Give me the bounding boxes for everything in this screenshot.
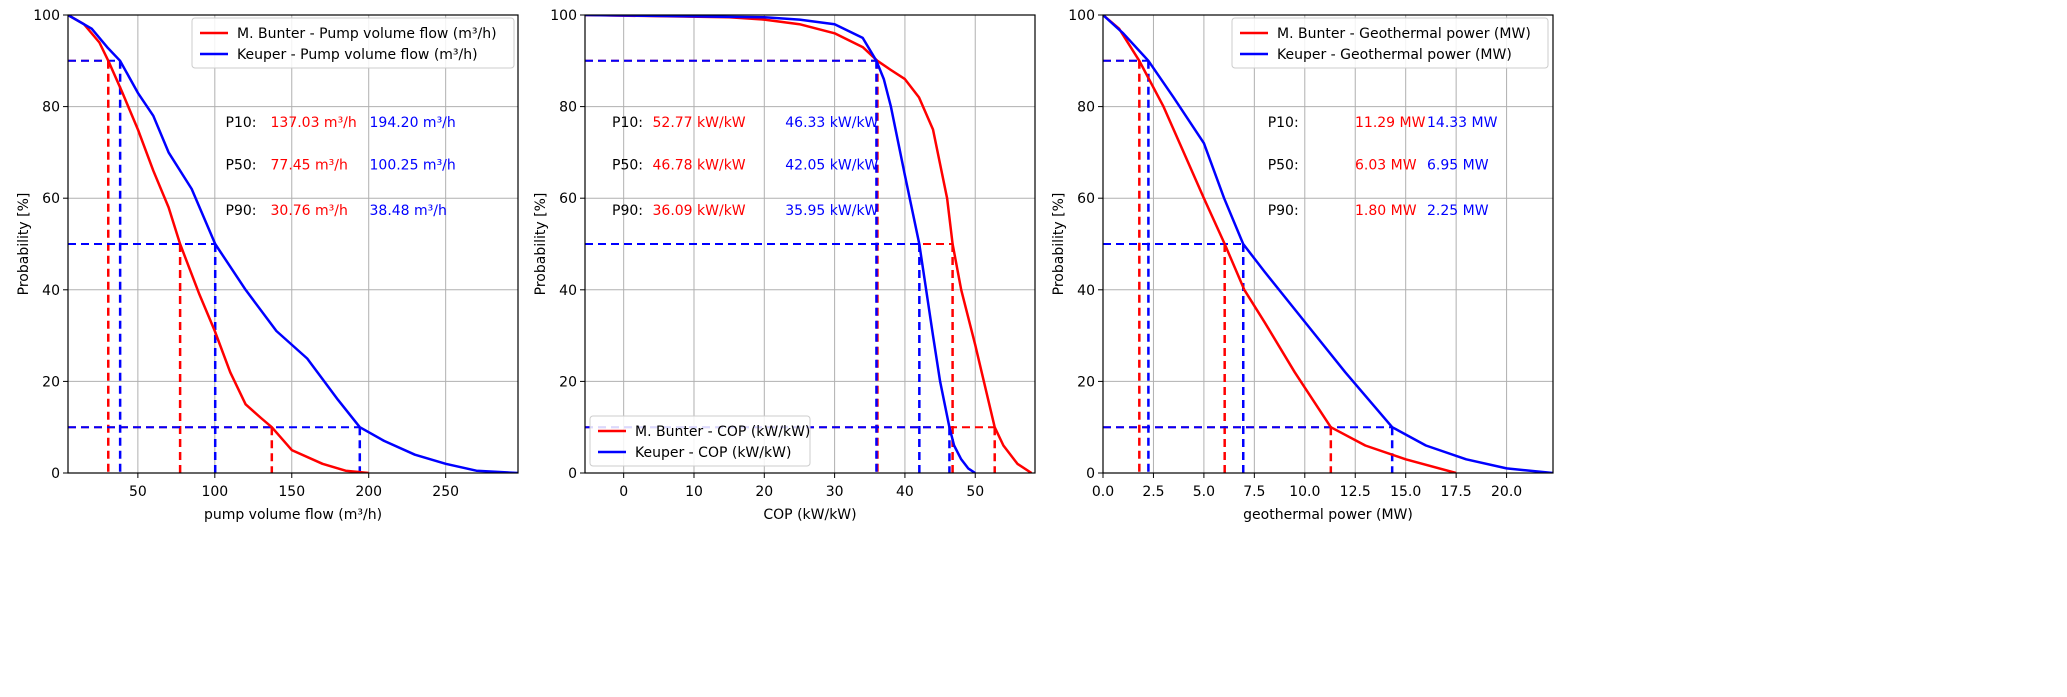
x-tick-label: 40 [896,484,914,500]
y-tick-label: 80 [42,100,60,116]
y-tick-label: 0 [1086,466,1095,482]
x-tick-label: 2.5 [1142,484,1164,500]
y-axis-label: Probability [%] [1051,193,1067,296]
y-tick-label: 40 [559,283,577,299]
x-tick-label: 250 [432,484,459,500]
y-tick-label: 60 [42,191,60,207]
plot-area [68,15,518,473]
legend-label: M. Bunter - COP (kW/kW) [635,424,810,440]
series-line [1103,15,1553,473]
percentile-value-bunter: 30.76 m³/h [271,203,348,219]
x-tick-label: 50 [966,484,984,500]
y-tick-label: 0 [568,466,577,482]
y-tick-label: 100 [33,8,60,24]
x-axis-label: COP (kW/kW) [763,507,856,523]
plot-area [585,15,1033,473]
x-tick-label: 0.0 [1092,484,1114,500]
percentile-value-keuper: 194.20 m³/h [370,115,456,131]
y-tick-label: 80 [1077,100,1095,116]
x-tick-label: 5.0 [1193,484,1215,500]
series-line [585,15,1033,473]
x-axis-label: geothermal power (MW) [1243,507,1413,523]
y-tick-label: 60 [1077,191,1095,207]
subplot-2: 0 10 20 30 40 50 0 20 40 60 80 100 COP (kW/kW) Probab… [533,8,1036,523]
legend-label: Keuper - COP (kW/kW) [635,445,791,461]
percentile-value-keuper: 14.33 MW [1427,115,1498,131]
series-line [1103,15,1457,473]
x-tick-label: 12.5 [1340,484,1371,500]
y-tick-label: 20 [559,374,577,390]
y-tick-label: 0 [51,466,60,482]
y-tick-label: 40 [42,283,60,299]
x-tick-label: 7.5 [1243,484,1265,500]
y-tick-label: 100 [550,8,577,24]
y-axis-label: Probability [%] [533,193,549,296]
x-tick-label: 17.5 [1441,484,1472,500]
y-axis-label: Probability [%] [16,193,32,296]
percentile-value-bunter: 11.29 MW [1355,115,1426,131]
x-axis-label: pump volume flow (m³/h) [204,507,382,523]
legend-box [191,17,515,69]
percentile-value-bunter: 46.78 kW/kW [653,157,746,173]
percentile-value-bunter: 52.77 kW/kW [653,115,746,131]
legend-box [589,415,811,467]
y-tick-label: 20 [42,374,60,390]
series-line [68,15,369,473]
subplot-3: 0.0 2.5 5.0 7.5 10.0 12.5 15.0 17.5 20.0 0 20 40 60 8… [1051,8,1554,523]
y-tick-label: 100 [1068,8,1095,24]
series-line [68,15,518,473]
percentile-label: P50: [612,157,643,173]
legend: M. Bunter - COP (kW/kW) Keuper - COP (kW/… [589,415,811,467]
x-tick-label: 20 [755,484,773,500]
x-tick-label: 15.0 [1390,484,1421,500]
percentile-label: P10: [226,115,257,131]
axes-frame [584,14,1036,474]
legend-label: M. Bunter - Pump volume flow (m³/h) [237,26,497,42]
legend-label: Keuper - Geothermal power (MW) [1277,47,1512,63]
percentile-value-keuper: 42.05 kW/kW [785,157,878,173]
y-tick-label: 40 [1077,283,1095,299]
percentile-label: P50: [226,157,257,173]
percentile-value-keuper: 38.48 m³/h [370,203,447,219]
x-tick-label: 50 [129,484,147,500]
y-tick-label: 80 [559,100,577,116]
percentile-label: P90: [1268,203,1299,219]
x-tick-label: 150 [278,484,305,500]
percentile-value-keuper: 2.25 MW [1427,203,1489,219]
subplot-1: 50 100 150 200 250 0 20 40 60 80 100 pump volume fl… [16,8,519,523]
percentile-label: P10: [1268,115,1299,131]
legend-box [1231,17,1549,69]
percentile-value-bunter: 77.45 m³/h [271,157,348,173]
y-tick-label: 20 [1077,374,1095,390]
series-line [585,15,976,473]
percentile-label: P10: [612,115,643,131]
legend-label: M. Bunter - Geothermal power (MW) [1277,26,1531,42]
percentile-value-keuper: 46.33 kW/kW [785,115,878,131]
axes-frame [67,14,519,474]
x-tick-label: 200 [355,484,382,500]
y-tick-label: 60 [559,191,577,207]
x-tick-label: 10.0 [1289,484,1320,500]
percentile-label: P50: [1268,157,1299,173]
legend-label: Keuper - Pump volume flow (m³/h) [237,47,478,63]
x-tick-label: 20.0 [1491,484,1522,500]
x-tick-label: 10 [685,484,703,500]
percentile-value-bunter: 6.03 MW [1355,157,1417,173]
x-tick-label: 30 [826,484,844,500]
legend: M. Bunter - Geothermal power (MW) Keuper … [1231,17,1549,69]
percentile-value-keuper: 100.25 m³/h [370,157,456,173]
percentile-value-bunter: 137.03 m³/h [271,115,357,131]
percentile-value-bunter: 36.09 kW/kW [653,203,746,219]
axes-frame [1102,14,1554,474]
percentile-value-keuper: 6.95 MW [1427,157,1489,173]
plot-area [1103,15,1553,473]
percentile-value-keuper: 35.95 kW/kW [785,203,878,219]
legend: M. Bunter - Pump volume flow (m³/h) Keupe… [191,17,515,69]
percentile-label: P90: [226,203,257,219]
x-tick-label: 0 [619,484,628,500]
percentile-label: P90: [612,203,643,219]
x-tick-label: 100 [201,484,228,500]
percentile-value-bunter: 1.80 MW [1355,203,1417,219]
